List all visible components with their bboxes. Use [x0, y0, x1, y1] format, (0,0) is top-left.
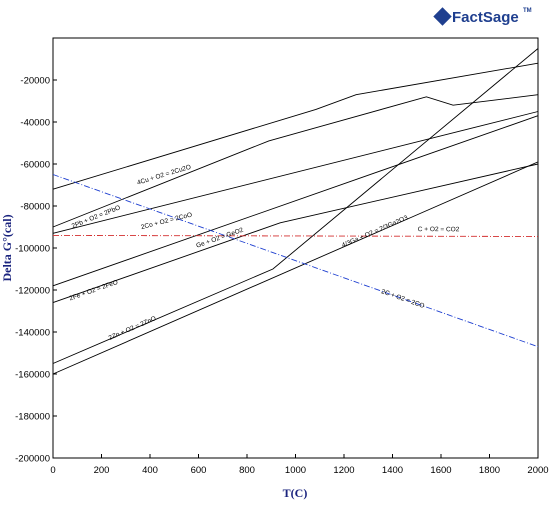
x-axis: 0 200 400 600 800 1000 1200 1400 1600 1800 2000: [50, 454, 549, 476]
x-tick-label: 1000: [285, 465, 306, 476]
y-axis: -200000 -180000 -160000 -140000 -120000 -1000…: [15, 76, 57, 465]
y-tick-label: -20000: [20, 76, 50, 87]
x-tick-label: 1600: [430, 465, 451, 476]
series-label-2c-o2-2co: 2C + O2 = 2CO: [380, 288, 425, 310]
series-line-c-o2-co2: [52, 234, 539, 237]
x-tick-label: 1800: [479, 465, 500, 476]
factsage-logo: FactSage TM: [433, 7, 532, 26]
x-tick-label: 1400: [382, 465, 403, 476]
series-line-4cu-o2-2cu2o: [52, 62, 539, 190]
series-line-2pb-o2-2pbo: [52, 94, 539, 228]
y-tick-label: -180000: [15, 412, 50, 423]
series-label-4-3ga-o2-2-3ga2o3: 4/3Ga + O2 = 2/3Ga2O3: [341, 214, 409, 249]
x-tick-label: 800: [239, 465, 255, 476]
y-tick-label: -80000: [20, 202, 50, 213]
series-label-2fe-o2-2feo: 2Fe + O2 = 2FeO: [69, 279, 119, 302]
series-line-2fe-o2-2feo: [52, 115, 539, 287]
y-tick-label: -160000: [15, 370, 50, 381]
y-tick-label: -120000: [15, 286, 50, 297]
series-label-2zn-o2-2zno: 2Zn + O2 = 2ZnO: [108, 315, 158, 342]
series-line-4-3ga-o2-2-3ga2o3: [52, 161, 539, 375]
x-tick-label: 2000: [527, 465, 548, 476]
x-tick-label: 0: [50, 465, 55, 476]
logo-trademark: TM: [523, 8, 532, 14]
series-label-c-o2-co2: C + O2 = CO2: [418, 226, 460, 233]
logo-emblem-icon: [433, 7, 452, 26]
series-line-ge-o2-geo2: [52, 163, 539, 304]
x-axis-title: T(C): [283, 486, 308, 500]
series-layer: [52, 48, 539, 375]
y-axis-title: Delta G°(cal): [0, 214, 14, 281]
y-tick-label: -100000: [15, 244, 50, 255]
x-tick-label: 200: [94, 465, 110, 476]
y-tick-label: -200000: [15, 454, 50, 465]
x-tick-label: 400: [142, 465, 158, 476]
y-tick-label: -60000: [20, 160, 50, 171]
x-tick-label: 1200: [333, 465, 354, 476]
series-line-2zn-o2-2zno: [52, 48, 539, 364]
series-line-2co-o2-2coo: [52, 111, 539, 234]
series-line-2c-o2-2co: [52, 174, 539, 348]
x-tick-label: 600: [191, 465, 207, 476]
plot-frame: [52, 37, 539, 459]
logo-brand: FactSage: [452, 9, 519, 26]
y-tick-label: -140000: [15, 328, 50, 339]
y-tick-label: -40000: [20, 118, 50, 129]
